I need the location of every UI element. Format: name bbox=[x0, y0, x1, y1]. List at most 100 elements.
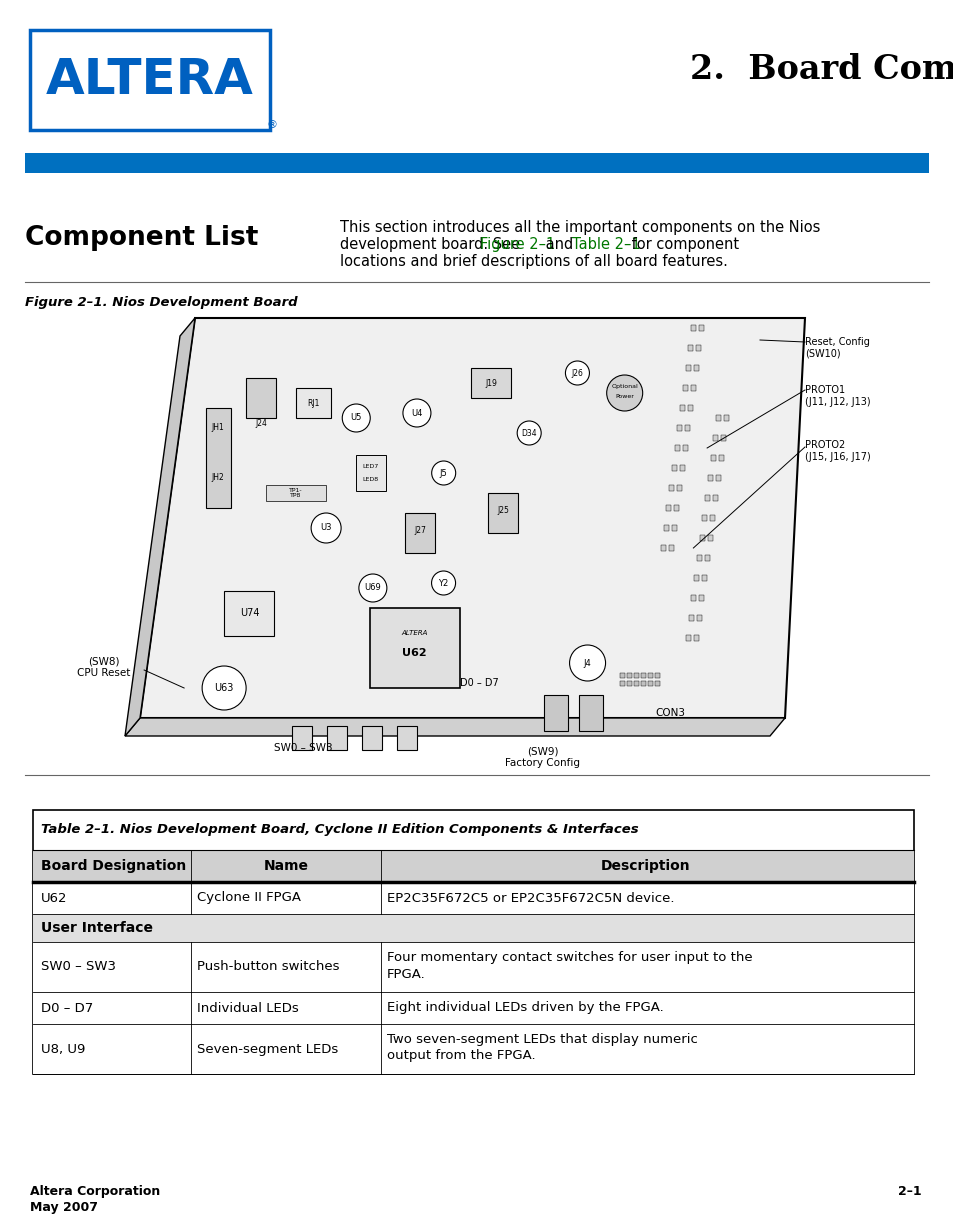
Circle shape bbox=[431, 571, 456, 595]
Circle shape bbox=[358, 574, 387, 602]
Bar bbox=[663, 525, 668, 531]
Bar bbox=[668, 545, 673, 551]
Bar bbox=[710, 455, 715, 461]
Text: User Interface: User Interface bbox=[41, 921, 152, 935]
Bar bbox=[701, 575, 706, 582]
Bar bbox=[655, 681, 659, 686]
Text: J25: J25 bbox=[497, 506, 509, 515]
Circle shape bbox=[342, 404, 370, 432]
Bar bbox=[674, 506, 679, 510]
Bar bbox=[33, 914, 913, 942]
Polygon shape bbox=[125, 318, 194, 736]
Bar bbox=[362, 726, 382, 750]
Bar bbox=[266, 485, 326, 501]
Text: CON3: CON3 bbox=[655, 708, 684, 718]
Text: J27: J27 bbox=[414, 526, 426, 535]
Bar bbox=[682, 385, 687, 391]
Bar bbox=[699, 595, 703, 601]
Text: (J11, J12, J13): (J11, J12, J13) bbox=[804, 398, 870, 407]
Text: Figure 2–1: Figure 2–1 bbox=[479, 237, 555, 252]
Bar bbox=[648, 681, 653, 686]
Text: Four momentary contact switches for user input to the: Four momentary contact switches for user… bbox=[387, 951, 752, 964]
Text: (SW8): (SW8) bbox=[89, 656, 120, 666]
Text: Table 2–1. Nios Development Board, Cyclone II Edition Components & Interfaces: Table 2–1. Nios Development Board, Cyclo… bbox=[41, 823, 638, 837]
Text: Push-button switches: Push-button switches bbox=[196, 961, 339, 973]
Bar bbox=[694, 575, 699, 582]
Text: (J15, J16, J17): (J15, J16, J17) bbox=[804, 452, 870, 463]
Text: for component: for component bbox=[626, 237, 738, 252]
Text: SW0 – SW3: SW0 – SW3 bbox=[274, 744, 332, 753]
Text: U62: U62 bbox=[402, 648, 427, 658]
Bar bbox=[671, 525, 676, 531]
Bar bbox=[707, 475, 712, 481]
Text: Eight individual LEDs driven by the FPGA.: Eight individual LEDs driven by the FPGA… bbox=[387, 1001, 663, 1015]
Text: JH1: JH1 bbox=[212, 423, 224, 432]
Bar bbox=[471, 368, 511, 398]
Text: U4: U4 bbox=[411, 409, 422, 417]
Bar bbox=[693, 364, 698, 371]
Bar bbox=[648, 672, 653, 679]
Text: Two seven-segment LEDs that display numeric: Two seven-segment LEDs that display nume… bbox=[387, 1033, 698, 1047]
Text: U62: U62 bbox=[41, 892, 68, 904]
Bar bbox=[699, 325, 703, 331]
Text: U8, U9: U8, U9 bbox=[41, 1043, 85, 1055]
Bar bbox=[693, 636, 699, 640]
Text: J19: J19 bbox=[485, 378, 497, 388]
Bar bbox=[660, 545, 665, 551]
Bar bbox=[292, 726, 312, 750]
Text: Board Designation: Board Designation bbox=[41, 859, 186, 872]
Text: U63: U63 bbox=[214, 683, 233, 693]
Text: ALTERA: ALTERA bbox=[401, 629, 427, 636]
Text: EP2C35F672C5 or EP2C35F672C5N device.: EP2C35F672C5 or EP2C35F672C5N device. bbox=[387, 892, 674, 904]
Bar bbox=[224, 590, 274, 636]
Bar bbox=[33, 810, 913, 1074]
Bar bbox=[713, 494, 718, 501]
Text: CPU Reset: CPU Reset bbox=[77, 667, 131, 679]
Text: Component List: Component List bbox=[25, 225, 258, 252]
Text: Altera Corporation: Altera Corporation bbox=[30, 1185, 160, 1198]
Text: FPGA.: FPGA. bbox=[387, 968, 425, 980]
Circle shape bbox=[202, 666, 246, 710]
Bar bbox=[677, 485, 681, 491]
Bar bbox=[701, 515, 707, 521]
Text: This section introduces all the important components on the Nios: This section introduces all the importan… bbox=[339, 220, 820, 236]
Text: (SW9): (SW9) bbox=[526, 746, 558, 756]
Text: U74: U74 bbox=[239, 609, 259, 618]
Bar bbox=[246, 378, 275, 418]
Bar bbox=[696, 345, 700, 351]
Text: output from the FPGA.: output from the FPGA. bbox=[387, 1049, 535, 1063]
Text: SW0 – SW3: SW0 – SW3 bbox=[41, 961, 116, 973]
Bar bbox=[543, 694, 567, 731]
Bar bbox=[687, 405, 693, 411]
Bar bbox=[688, 345, 693, 351]
Text: Reset, Config: Reset, Config bbox=[804, 337, 869, 347]
Bar bbox=[679, 465, 684, 471]
Circle shape bbox=[565, 361, 589, 385]
Bar bbox=[691, 325, 696, 331]
Text: Name: Name bbox=[263, 859, 308, 872]
Text: Seven-segment LEDs: Seven-segment LEDs bbox=[196, 1043, 338, 1055]
Text: LED7: LED7 bbox=[362, 464, 378, 469]
Bar bbox=[720, 436, 726, 440]
Bar bbox=[627, 672, 632, 679]
Bar bbox=[634, 672, 639, 679]
Text: development board. See: development board. See bbox=[339, 237, 524, 252]
Bar bbox=[355, 455, 385, 491]
Bar bbox=[666, 506, 671, 510]
Circle shape bbox=[517, 421, 540, 445]
Bar bbox=[716, 475, 720, 481]
Bar bbox=[488, 493, 517, 533]
Bar bbox=[396, 726, 416, 750]
Bar bbox=[206, 409, 231, 508]
Bar bbox=[33, 942, 913, 991]
Bar bbox=[704, 555, 709, 561]
Text: J24: J24 bbox=[254, 418, 267, 428]
Bar bbox=[685, 636, 690, 640]
Bar bbox=[679, 405, 684, 411]
Text: and: and bbox=[540, 237, 578, 252]
Text: D34: D34 bbox=[521, 428, 537, 438]
Text: U5: U5 bbox=[350, 413, 361, 422]
Text: ALTERA: ALTERA bbox=[46, 56, 253, 104]
Bar bbox=[619, 681, 625, 686]
Text: LED8: LED8 bbox=[362, 477, 378, 482]
